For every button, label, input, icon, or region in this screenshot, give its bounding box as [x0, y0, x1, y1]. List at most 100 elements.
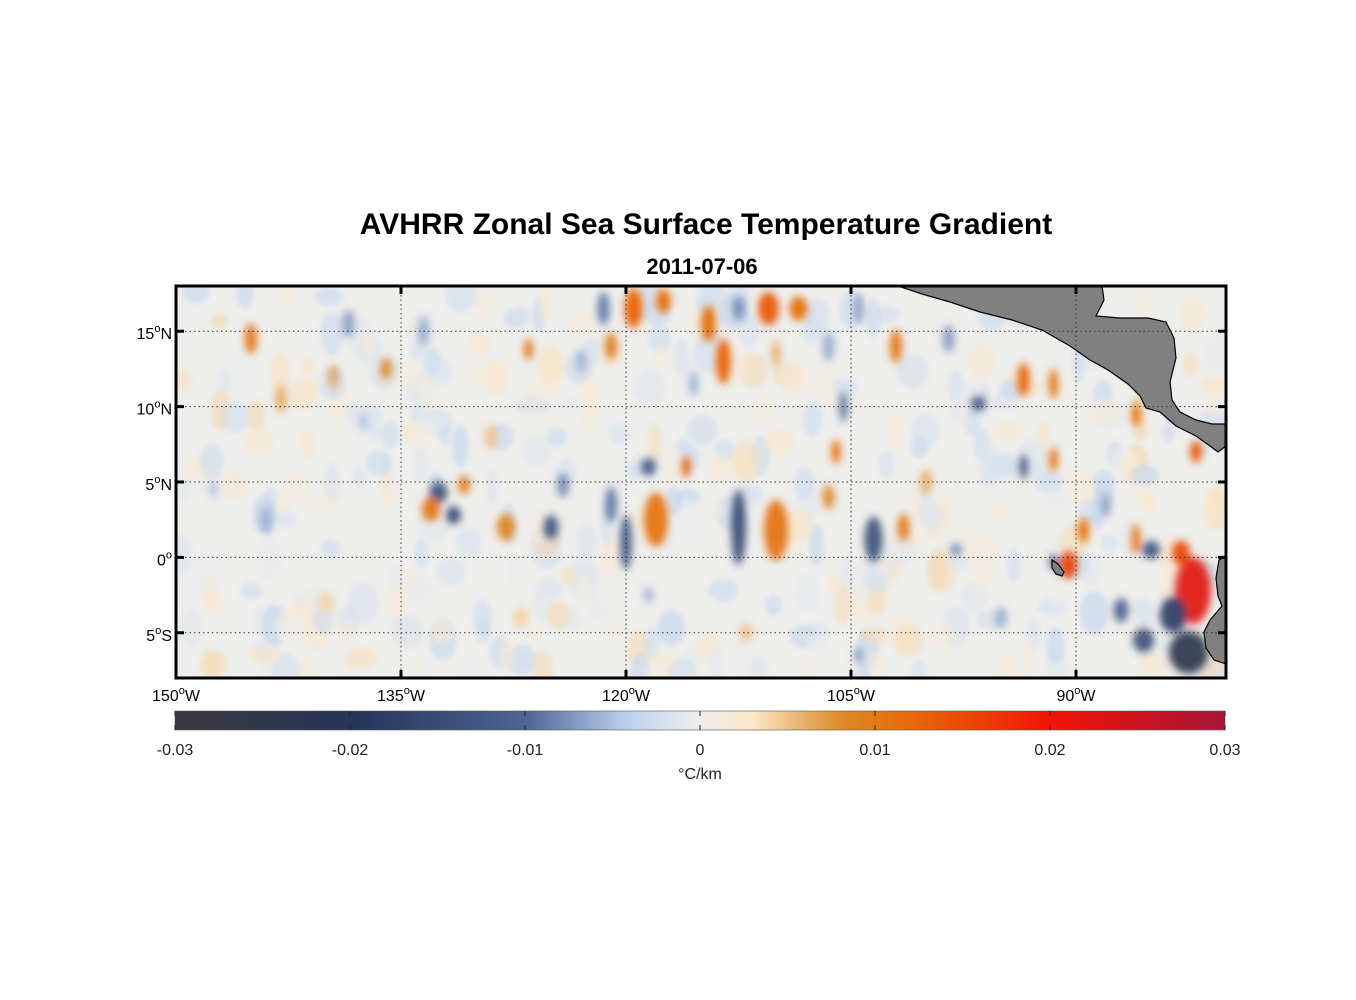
gradient-feature — [950, 543, 962, 556]
texture-blob — [1204, 385, 1224, 417]
texture-blob — [603, 618, 629, 647]
texture-blob — [784, 410, 799, 427]
gradient-feature — [764, 500, 788, 561]
texture-blob — [1047, 490, 1065, 513]
texture-blob — [887, 410, 907, 454]
gradient-feature — [620, 515, 632, 570]
gradient-feature — [890, 329, 902, 363]
texture-blob — [1162, 421, 1175, 442]
gradient-feature — [831, 439, 841, 464]
gradient-feature — [864, 516, 883, 562]
texture-blob — [367, 405, 383, 442]
y-tick-label: 10oN — [137, 399, 172, 419]
gradient-feature — [942, 325, 955, 353]
gradient-feature — [789, 296, 808, 321]
gradient-feature — [1017, 362, 1030, 397]
texture-blob — [323, 462, 340, 505]
texture-blob — [873, 305, 901, 323]
texture-blob — [666, 486, 682, 516]
texture-blob — [1204, 336, 1226, 370]
texture-blob — [710, 498, 723, 520]
gradient-feature — [329, 364, 338, 389]
texture-blob — [998, 652, 1019, 678]
texture-blob — [314, 287, 344, 306]
texture-blob — [657, 610, 686, 646]
gradient-feature — [1169, 631, 1208, 674]
texture-blob — [460, 665, 488, 678]
texture-blob — [402, 565, 416, 585]
texture-blob — [1136, 492, 1158, 511]
gradient-feature — [689, 371, 698, 397]
gradient-feature — [557, 472, 569, 498]
texture-blob — [1160, 569, 1176, 603]
texture-blob — [914, 300, 929, 330]
gradient-feature — [644, 587, 653, 603]
texture-blob — [687, 414, 718, 446]
gradient-feature — [1190, 441, 1202, 463]
axis-ticks: 150oW 135oW 120oW 105oW 90oW 15oN 10oN 5oN 0o 5oS — [137, 286, 1226, 705]
texture-blob — [630, 653, 651, 678]
texture-blob — [256, 536, 282, 580]
texture-blob — [1092, 469, 1115, 497]
texture-blob — [409, 656, 427, 678]
texture-blob — [288, 377, 318, 409]
texture-blob — [270, 353, 290, 393]
texture-blob — [410, 419, 439, 450]
gradient-features — [209, 289, 1211, 674]
x-tick-label: 105oW — [827, 685, 876, 705]
texture-blob — [247, 644, 280, 666]
south-america-land — [1203, 555, 1226, 665]
texture-blob — [221, 470, 248, 500]
texture-blob — [341, 664, 356, 678]
texture-blob — [298, 358, 316, 376]
texture-blob — [708, 579, 739, 602]
texture-blob — [788, 509, 815, 542]
texture-blob — [654, 342, 668, 368]
gradient-feature — [1160, 596, 1187, 633]
texture-blob — [537, 346, 564, 384]
texture-blob — [538, 286, 552, 322]
texture-blob — [1046, 628, 1065, 665]
colorbar: -0.03 -0.02 -0.01 0 0.01 0.02 0.03 °C/km — [157, 710, 1241, 783]
texture-blob — [765, 595, 782, 616]
texture-blob — [735, 642, 752, 673]
texture-blob — [1130, 464, 1159, 486]
texture-blob — [877, 451, 895, 479]
gradient-feature — [380, 358, 392, 380]
texture-blob — [506, 554, 520, 583]
y-tick-label: 5oS — [146, 625, 172, 645]
texture-blob — [987, 500, 1016, 520]
texture-blob — [1079, 590, 1109, 635]
gradient-feature — [995, 607, 1007, 629]
gradient-feature — [260, 506, 272, 534]
texture-blob — [239, 582, 262, 600]
texture-blob — [944, 457, 969, 485]
texture-blob — [488, 571, 512, 594]
gradient-feature — [1019, 454, 1028, 479]
colorbar-label: °C/km — [678, 766, 722, 783]
gradient-feature — [543, 515, 559, 540]
texture-blob — [799, 655, 815, 678]
texture-blob — [228, 366, 252, 408]
colorbar-tick-label: 0.01 — [859, 742, 890, 759]
texture-blob — [926, 549, 949, 593]
texture-blob — [404, 354, 421, 391]
texture-blob — [964, 407, 981, 437]
gradient-feature — [359, 412, 368, 431]
texture-blob — [422, 348, 442, 377]
texture-blob — [218, 367, 232, 392]
texture-blob — [668, 658, 697, 678]
texture-blob — [1135, 287, 1151, 317]
texture-blob — [696, 286, 725, 307]
texture-blob — [859, 627, 888, 644]
texture-blob — [566, 634, 584, 651]
gradient-feature — [920, 469, 932, 495]
gradient-feature — [681, 456, 691, 478]
texture-blob — [321, 539, 340, 559]
gradient-feature — [656, 289, 671, 314]
texture-blob — [1087, 440, 1101, 468]
gradient-feature — [318, 592, 334, 614]
texture-blob — [929, 625, 957, 646]
texture-blob — [765, 428, 795, 456]
texture-blob — [199, 444, 224, 478]
